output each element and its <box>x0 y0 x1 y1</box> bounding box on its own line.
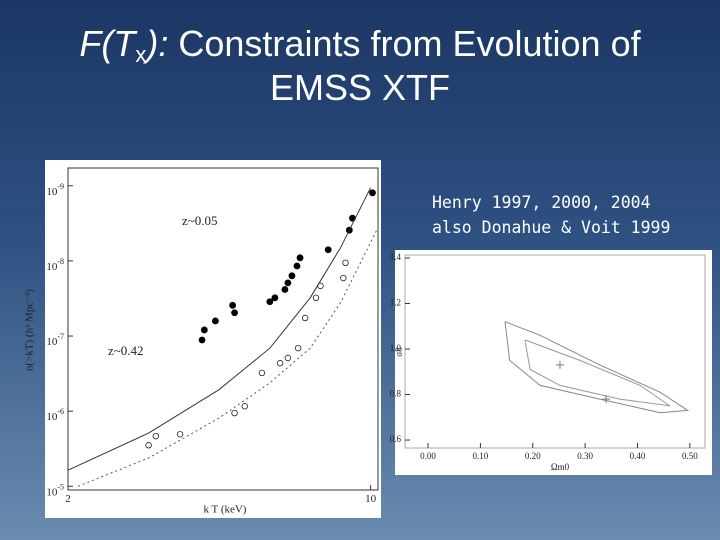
tick-label: 10 <box>365 493 377 505</box>
tick-label: 10-8 <box>46 257 64 273</box>
point <box>198 336 206 344</box>
series-line <box>77 227 379 487</box>
tick-label: 0.00 <box>420 451 436 461</box>
tick-label: 0.8 <box>390 389 402 399</box>
x-axis-label: Ωm0 <box>551 462 570 472</box>
point <box>340 274 347 282</box>
tick-label: 1.4 <box>390 252 402 262</box>
title-line2: EMSS XTF <box>269 67 451 108</box>
point <box>152 432 159 440</box>
tick-label-text: 10 <box>46 260 58 272</box>
point <box>241 403 248 410</box>
title-line1: Constraints from Evolution of <box>178 23 641 64</box>
y-axis-label: σ8 <box>394 347 404 357</box>
tick-label-text: 0.40 <box>630 451 646 461</box>
title-italic-end: ): <box>146 23 169 64</box>
series-line <box>504 321 690 414</box>
cross-marker <box>555 360 564 369</box>
point <box>294 344 302 352</box>
tick-label-text: 0.20 <box>525 451 541 461</box>
tick-label: 10-9 <box>46 182 64 198</box>
plot-frame <box>404 254 706 449</box>
point <box>296 254 304 262</box>
figure-left-bg <box>45 160 381 518</box>
point <box>284 279 292 287</box>
tick-label-text: 2 <box>65 493 71 505</box>
point <box>266 298 274 306</box>
tick-label: 1.0 <box>390 343 402 353</box>
tick-label: 10-7 <box>46 332 64 348</box>
tick-label: 0.50 <box>682 451 698 461</box>
series-line <box>67 187 372 471</box>
tick-label: 0.20 <box>525 451 541 461</box>
caption-line: Henry 1997, 2000, 2004 <box>432 193 651 212</box>
point <box>176 431 184 438</box>
tick-label-text: 1.0 <box>390 343 402 353</box>
cross-marker <box>602 395 611 404</box>
tick-label-text: 10 <box>46 411 58 423</box>
tick-label-text: 1.2 <box>390 298 401 308</box>
tick-label: 0.6 <box>390 434 402 444</box>
tick-label-text: 10 <box>46 336 58 348</box>
tick-label-exponent: -7 <box>57 332 64 341</box>
tick-label-text: 0.00 <box>420 451 436 461</box>
tick-label: 10-5 <box>46 482 64 498</box>
tick-label: 0.40 <box>630 451 646 461</box>
plot-frame <box>67 167 379 491</box>
y-axis-label: n(>kT) (h³ Mpc⁻³) <box>24 289 36 371</box>
point <box>284 354 292 362</box>
point <box>229 301 237 309</box>
slide-title: F(Tx): Constraints from Evolution of EMSS… <box>0 22 720 110</box>
tick-label: 0.10 <box>473 451 489 461</box>
tick-label: 0.30 <box>577 451 593 461</box>
point <box>276 360 284 367</box>
series-line <box>524 339 671 407</box>
title-italic: F(T <box>79 23 136 64</box>
point <box>342 259 349 267</box>
tick-label-exponent: -6 <box>57 407 64 416</box>
tick-label: 1.2 <box>390 298 401 308</box>
tick-label-text: 10 <box>46 486 58 498</box>
point <box>200 326 208 334</box>
caption-line: also Donahue & Voit 1999 <box>432 218 671 237</box>
point <box>301 314 309 322</box>
point <box>369 189 376 197</box>
tick-label-exponent: -5 <box>57 482 64 491</box>
tick-label-exponent: -9 <box>57 182 64 191</box>
tick-label-text: 0.10 <box>473 451 489 461</box>
tick-label: 10-6 <box>46 407 64 423</box>
caption: Henry 1997, 2000, 2004 also Donahue & Voi… <box>432 190 670 240</box>
tick-label-text: 0.30 <box>577 451 593 461</box>
point <box>231 309 238 317</box>
x-axis-label: k T (keV) <box>204 504 247 516</box>
tick-label-text: 0.50 <box>682 451 698 461</box>
point <box>271 294 279 302</box>
point <box>258 369 266 377</box>
point <box>231 409 238 417</box>
figure-right-bg <box>395 250 712 475</box>
point <box>293 262 301 270</box>
tick-label-exponent: -8 <box>57 257 64 266</box>
tick-label: 2 <box>65 493 71 505</box>
tick-label-text: 0.8 <box>390 389 402 399</box>
series-label: z~0.05 <box>182 213 218 228</box>
point <box>281 286 289 293</box>
title-subscript: x <box>135 42 147 67</box>
point <box>312 294 320 302</box>
point <box>324 246 332 254</box>
point <box>288 272 296 280</box>
series-label: z~0.42 <box>108 343 144 358</box>
tick-label-text: 10 <box>46 185 58 197</box>
point <box>211 317 219 325</box>
tick-label-text: 1.4 <box>390 252 402 262</box>
tick-label-text: 0.6 <box>390 434 402 444</box>
point <box>145 442 152 449</box>
tick-label-text: 10 <box>365 493 377 505</box>
